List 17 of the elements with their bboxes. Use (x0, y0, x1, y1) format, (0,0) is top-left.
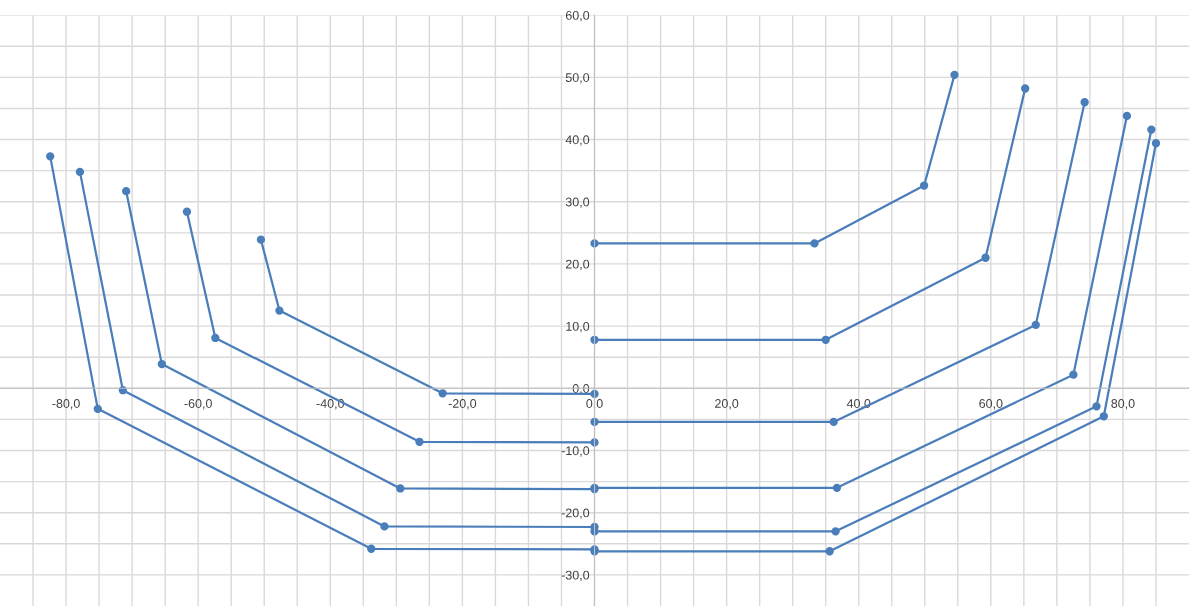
x-tick-label: 20,0 (715, 399, 739, 410)
x-tick-label: -60,0 (184, 399, 212, 410)
x-tick-label: -40,0 (316, 399, 345, 410)
y-tick-label: 30,0 (565, 197, 590, 208)
y-tick-label: 50,0 (565, 73, 590, 84)
y-tick-label: 60,0 (565, 10, 590, 22)
y-tick-label: -10,0 (561, 446, 590, 457)
y-tick-label: -30,0 (561, 570, 590, 582)
x-tick-label: -20,0 (448, 399, 477, 410)
y-tick-label: -20,0 (561, 508, 590, 519)
y-tick-label: 40,0 (565, 135, 590, 146)
x-tick-label: -80,0 (52, 399, 80, 410)
x-tick-label: 60,0 (979, 399, 1003, 410)
y-tick-label: 0,0 (572, 384, 590, 395)
x-tick-label: 80,0 (1111, 399, 1135, 410)
y-tick-label: 20,0 (565, 259, 590, 271)
y-tick-label: 10,0 (566, 321, 590, 333)
